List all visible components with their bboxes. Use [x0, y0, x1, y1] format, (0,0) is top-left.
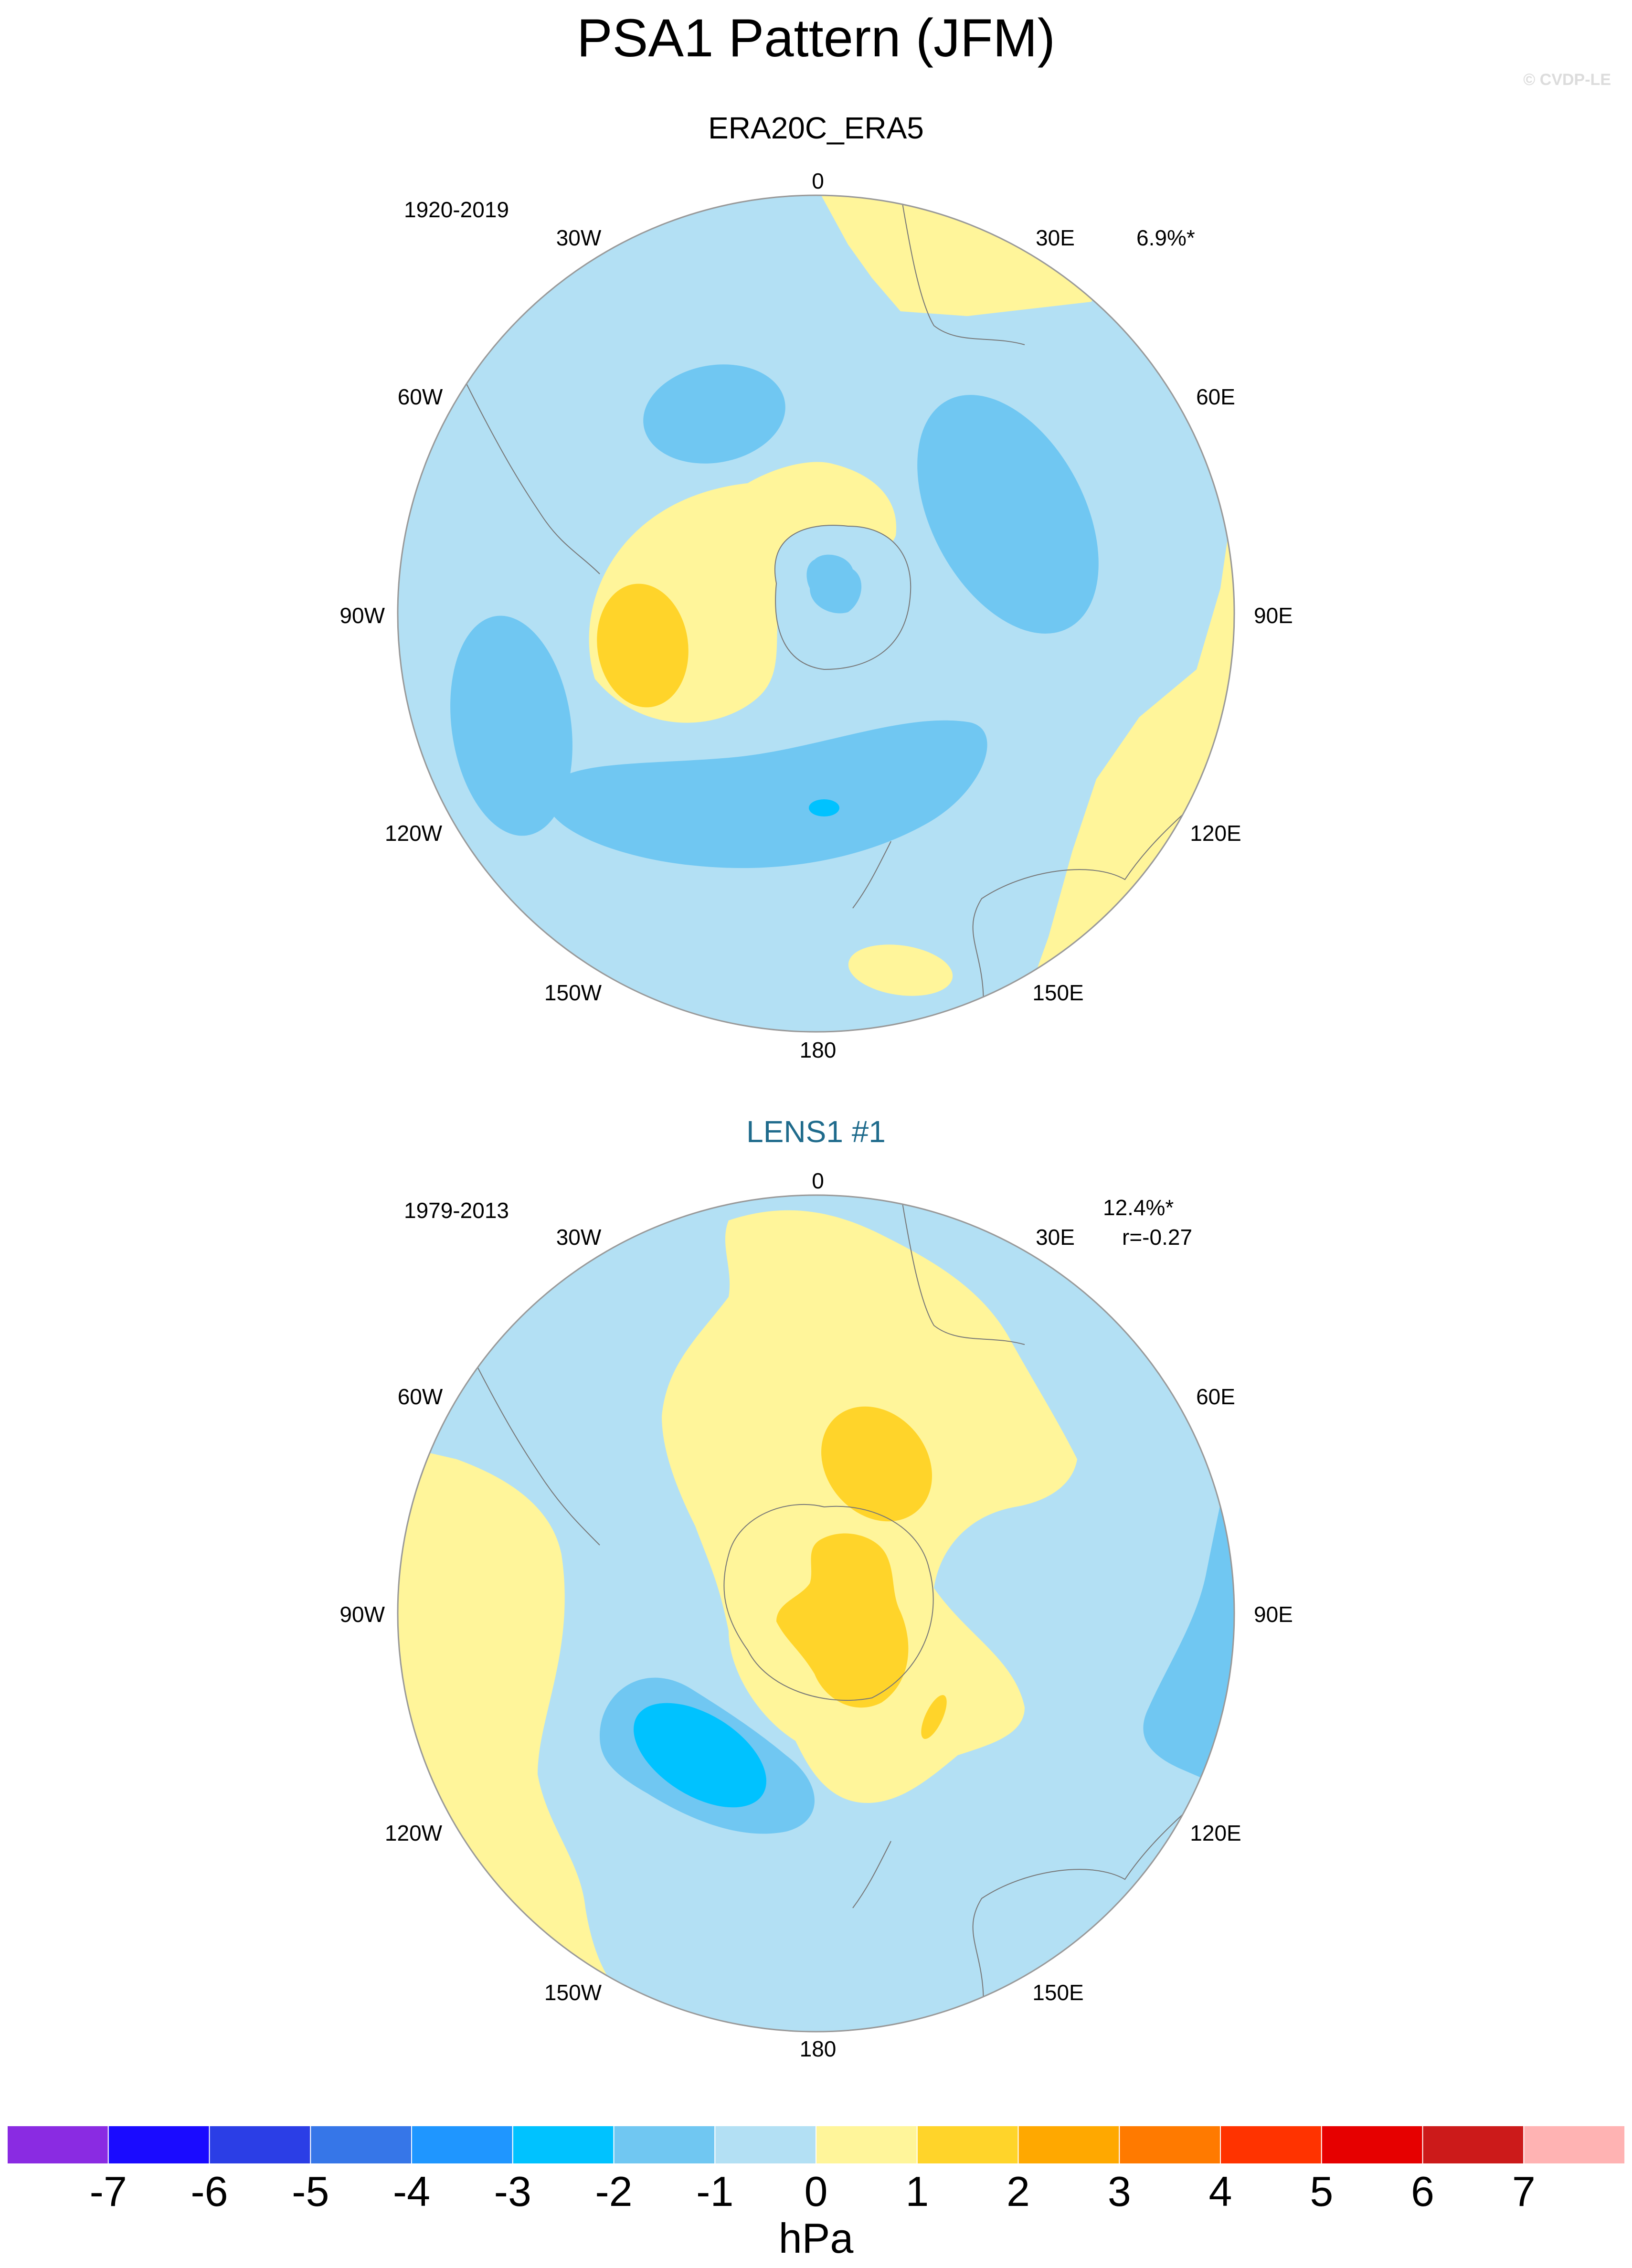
colorbar-box	[209, 2125, 311, 2164]
negative-anomaly-core	[809, 799, 839, 816]
colorbar-box	[1017, 2125, 1120, 2164]
positive-anomaly-small	[921, 1695, 947, 1739]
colorbar-box	[512, 2125, 615, 2164]
coastline-south-america	[461, 1335, 600, 1546]
negative-anomaly-3	[450, 615, 572, 836]
negative-anomaly-core	[634, 1703, 766, 1808]
colorbar-box	[916, 2125, 1019, 2164]
positive-anomaly-south	[848, 944, 953, 996]
colorbar-unit-label: hPa	[778, 2215, 854, 2262]
lon-label-60e: 60E	[1196, 384, 1235, 409]
colorbar-tick-label: -7	[89, 2168, 127, 2215]
lon-label-120w: 120W	[384, 821, 443, 846]
colorbar-box	[1321, 2125, 1423, 2164]
main-title: PSA1 Pattern (JFM)	[576, 8, 1056, 68]
colorbar-box	[7, 2125, 109, 2164]
positive-anomaly-core-south	[776, 1533, 909, 1708]
colorbar-box	[310, 2125, 413, 2164]
colorbar-box	[816, 2125, 918, 2164]
colorbar-tick-label: -3	[494, 2168, 531, 2215]
credit-label: © CVDP-LE	[1523, 71, 1611, 89]
lon-label-90e: 90E	[1254, 1602, 1293, 1627]
period-label-era: 1920-2019	[404, 197, 509, 222]
panel-title-lens: LENS1 #1	[746, 1114, 886, 1149]
variance-label-era: 6.9%*	[1136, 225, 1195, 250]
lon-label-180: 180	[799, 1038, 837, 1062]
colorbar-box	[714, 2125, 817, 2164]
coastline-africa	[900, 195, 1025, 345]
colorbar-tick-label: 3	[1107, 2168, 1131, 2215]
lon-label-90e: 90E	[1254, 603, 1293, 628]
lon-label-120e: 120E	[1190, 821, 1241, 846]
negative-anomaly-4	[545, 720, 987, 868]
lon-label-90w: 90W	[339, 603, 385, 628]
coastline-africa	[900, 1195, 1025, 1345]
colorbar-box	[1523, 2125, 1625, 2164]
polar-map-lens	[397, 1194, 1235, 2033]
colorbar-tick-label: -2	[595, 2168, 633, 2215]
lon-label-30e: 30E	[1036, 225, 1075, 250]
lon-label-0: 0	[812, 1168, 824, 1193]
lon-label-60w: 60W	[397, 384, 443, 409]
map-rim	[397, 194, 1235, 1033]
period-label-lens: 1979-2013	[404, 1198, 509, 1223]
colorbar-tick-label: 2	[1007, 2168, 1030, 2215]
negative-anomaly-1	[643, 364, 785, 464]
colorbar-tick-label: -6	[191, 2168, 228, 2215]
colorbar-tick-label: -5	[292, 2168, 329, 2215]
coastline-australia	[972, 793, 1207, 1028]
colorbar-tick-label: 0	[804, 2168, 828, 2215]
lon-label-150e: 150E	[1032, 980, 1084, 1005]
colorbar-tick-label: -1	[696, 2168, 734, 2215]
negative-anomaly-2	[917, 395, 1099, 634]
map-rim	[397, 1194, 1235, 2033]
positive-anomaly-core	[597, 583, 689, 708]
lon-label-30e: 30E	[1036, 1225, 1075, 1250]
colorbar-box	[1422, 2125, 1525, 2164]
colorbar-box	[1119, 2125, 1221, 2164]
colorbar-box	[107, 2125, 210, 2164]
lon-label-150w: 150W	[544, 980, 602, 1005]
lon-label-60e: 60E	[1196, 1384, 1235, 1409]
correlation-label-lens: r=-0.27	[1122, 1225, 1193, 1250]
lon-label-120e: 120E	[1190, 1821, 1241, 1845]
colorbar-box	[411, 2125, 513, 2164]
lon-label-150e: 150E	[1032, 1980, 1084, 2005]
colorbar-tick-label: 6	[1411, 2168, 1434, 2215]
coastline-new-zealand	[852, 841, 891, 909]
lon-label-90w: 90W	[339, 1602, 385, 1627]
coastline-australia	[972, 1793, 1207, 2028]
coastline-antarctica	[723, 1504, 934, 1701]
colorbar-box	[1220, 2125, 1322, 2164]
colorbar-tick-label: 1	[905, 2168, 929, 2215]
positive-anomaly-core-north	[821, 1406, 932, 1522]
colorbar	[7, 2125, 1625, 2164]
coastline-antarctica	[774, 525, 911, 670]
negative-anomaly-2	[1143, 1431, 1234, 1793]
colorbar-tick-label: 5	[1310, 2168, 1334, 2215]
lon-label-180: 180	[799, 2036, 837, 2061]
colorbar-ticks: -7 -6 -5 -4 -3 -2 -1 0 1 2 3 4 5 6 7	[0, 2168, 1632, 2220]
colorbar-box	[613, 2125, 716, 2164]
coastline-new-zealand	[852, 1841, 891, 1908]
lon-label-150w: 150W	[544, 1980, 602, 2005]
polar-map-era	[397, 194, 1235, 1033]
colorbar-tick-label: 4	[1208, 2168, 1232, 2215]
variance-label-lens: 12.4%*	[1103, 1195, 1174, 1220]
lon-label-30w: 30W	[556, 225, 602, 250]
coastline-south-america	[461, 373, 600, 574]
colorbar-tick-label: -4	[392, 2168, 431, 2215]
antarctica-blue-patch	[806, 554, 862, 614]
panel-title-era: ERA20C_ERA5	[708, 111, 924, 145]
lon-label-30w: 30W	[556, 1225, 602, 1250]
lon-label-120w: 120W	[384, 1821, 443, 1845]
lon-label-60w: 60W	[397, 1384, 443, 1409]
colorbar-tick-label: 7	[1512, 2168, 1536, 2215]
lon-label-0: 0	[812, 169, 824, 193]
